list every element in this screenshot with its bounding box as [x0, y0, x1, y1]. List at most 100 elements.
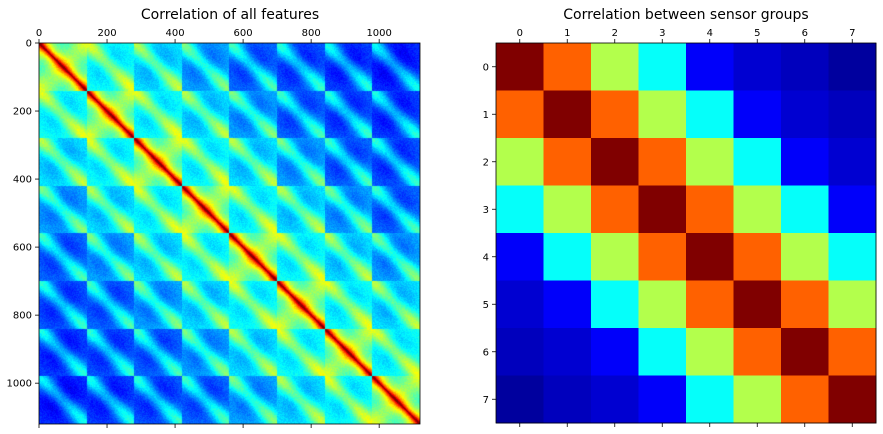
heatmap-cell: [591, 43, 639, 91]
all-features-title: Correlation of all features: [141, 7, 319, 23]
heatmap-cell: [543, 138, 592, 186]
all-features-frame: [38, 42, 421, 425]
heatmap-cell: [543, 185, 592, 234]
heatmap-cell: [638, 90, 687, 139]
x-tick-label: 3: [659, 28, 665, 39]
heatmap-cell: [686, 138, 734, 186]
heatmap-cell: [638, 233, 687, 281]
heatmap-cell: [828, 185, 877, 234]
heatmap-cell: [638, 43, 687, 91]
heatmap-cell: [828, 138, 877, 186]
x-tick-label: 5: [754, 28, 760, 39]
heatmap-cell: [638, 280, 687, 329]
heatmap-cell: [543, 43, 592, 91]
x-tick-label: 0: [517, 28, 523, 39]
heatmap-cell: [686, 328, 734, 376]
heatmap-cell: [543, 328, 592, 376]
heatmap-cell: [733, 90, 782, 139]
y-tick-label: 1000: [7, 379, 32, 390]
y-tick-label: 0: [26, 39, 32, 50]
heatmap-cell: [638, 375, 687, 424]
y-tick-label: 0: [483, 62, 489, 73]
y-tick-label: 200: [13, 107, 32, 118]
heatmap-cell: [828, 90, 877, 139]
heatmap-cell: [733, 43, 782, 91]
heatmap-cell: [828, 280, 877, 329]
sensor-groups-heatmap: [496, 43, 877, 424]
x-tick-label: 600: [234, 28, 253, 39]
heatmap-cell: [496, 375, 544, 424]
heatmap-cell: [591, 138, 639, 186]
heatmap-cell: [591, 233, 639, 281]
x-tick-label: 2: [612, 28, 618, 39]
heatmap-cell: [781, 233, 829, 281]
sensor-groups-title: Correlation between sensor groups: [563, 7, 808, 23]
heatmap-cell: [496, 43, 544, 91]
heatmap-cell: [591, 375, 639, 424]
x-tick-label: 6: [802, 28, 808, 39]
x-tick-label: 400: [166, 28, 185, 39]
x-tick-label: 1000: [366, 28, 391, 39]
heatmap-cell: [733, 233, 782, 281]
all-features-chart: Correlation of all features 0 200 400 600 80…: [7, 7, 421, 428]
x-tick-label: 0: [36, 28, 42, 39]
heatmap-cell: [496, 185, 544, 234]
y-tick-label: 7: [483, 395, 489, 406]
heatmap-cell: [686, 185, 734, 234]
heatmap-cell: [733, 280, 782, 329]
heatmap-cell: [686, 375, 734, 424]
heatmap-cell: [496, 233, 544, 281]
x-tick-label: 7: [849, 28, 855, 39]
y-tick-label: 1: [483, 110, 489, 121]
y-tick-label: 2: [483, 157, 489, 168]
heatmap-cell: [781, 280, 829, 329]
heatmap-cell: [496, 328, 544, 376]
y-tick-label: 400: [13, 175, 32, 186]
heatmap-cell: [686, 233, 734, 281]
all-features-heatmap: [39, 43, 420, 424]
sensor-groups-frame: [495, 42, 877, 424]
heatmap-cell: [496, 280, 544, 329]
x-tick-label: 1: [564, 28, 570, 39]
heatmap-cell: [781, 43, 829, 91]
heatmap-cell: [733, 185, 782, 234]
heatmap-cell: [543, 280, 592, 329]
heatmap-cell: [733, 138, 782, 186]
heatmap-cell: [591, 328, 639, 376]
heatmap-cell: [686, 90, 734, 139]
heatmap-cell: [591, 185, 639, 234]
sensor-groups-chart: Correlation between sensor groups 0 1 2 3 4 5…: [483, 7, 877, 427]
heatmap-cell: [591, 90, 639, 139]
heatmap-cell: [733, 375, 782, 424]
y-tick-label: 800: [13, 311, 32, 322]
heatmap-cell: [733, 328, 782, 376]
x-tick-label: 200: [97, 28, 116, 39]
heatmap-cell: [591, 280, 639, 329]
heatmap-cell: [543, 90, 592, 139]
y-tick-label: 3: [483, 205, 489, 216]
heatmap-cell: [638, 185, 687, 234]
y-tick-label: 5: [483, 300, 489, 311]
heatmap-cell: [638, 328, 687, 376]
heatmap-cell: [781, 138, 829, 186]
heatmap-cell: [828, 375, 877, 424]
y-tick-label: 6: [483, 347, 489, 358]
heatmap-cell: [828, 328, 877, 376]
heatmap-cell: [496, 90, 544, 139]
x-tick-label: 800: [302, 28, 321, 39]
heatmap-cell: [543, 375, 592, 424]
heatmap-cell: [781, 328, 829, 376]
heatmap-cell: [781, 185, 829, 234]
heatmap-cell: [543, 233, 592, 281]
heatmap-cell: [686, 43, 734, 91]
y-tick-label: 600: [13, 243, 32, 254]
heatmap-cell: [638, 138, 687, 186]
heatmap-cell: [686, 280, 734, 329]
heatmap-cell: [781, 90, 829, 139]
heatmap-cell: [828, 43, 877, 91]
heatmap-cell: [496, 138, 544, 186]
x-tick-label: 4: [707, 28, 713, 39]
heatmap-cell: [828, 233, 877, 281]
y-tick-label: 4: [483, 252, 489, 263]
